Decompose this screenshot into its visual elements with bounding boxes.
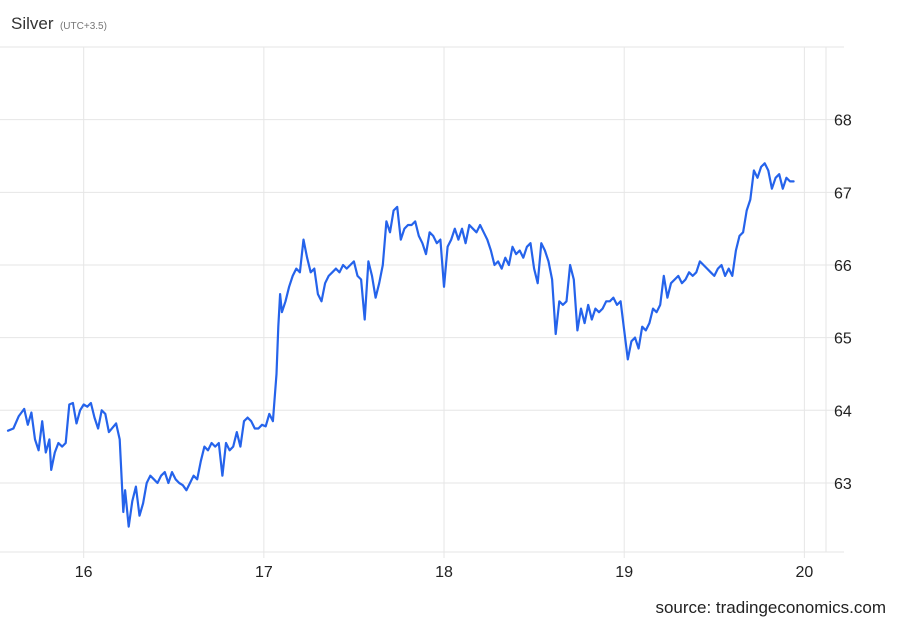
x-tick-label: 18: [435, 564, 453, 581]
chart-header: Silver (UTC+3.5): [11, 14, 107, 34]
chart-subtitle: (UTC+3.5): [59, 21, 107, 32]
y-axis-labels: 63 64 65 66 67 68: [834, 113, 852, 493]
x-tick-label: 16: [75, 564, 93, 581]
y-tick-label: 67: [834, 185, 852, 202]
chart-title: Silver: [11, 14, 54, 33]
y-grid: [0, 46, 844, 553]
y-tick-label: 63: [834, 476, 852, 493]
x-tick-label: 17: [255, 564, 273, 581]
x-tick-label: 19: [615, 564, 633, 581]
y-tick-label: 64: [834, 403, 852, 420]
series-layer: [6, 162, 795, 528]
x-grid: [83, 47, 805, 558]
x-axis-labels: 16 17 18 19 20: [75, 564, 814, 581]
y-tick-label: 66: [834, 258, 852, 275]
y-tick-label: 68: [834, 113, 852, 130]
y-tick-label: 65: [834, 331, 852, 348]
x-tick-label: 20: [795, 564, 813, 581]
source-credit: source: tradingeconomics.com: [655, 598, 886, 617]
silver-price-line: [6, 162, 795, 528]
